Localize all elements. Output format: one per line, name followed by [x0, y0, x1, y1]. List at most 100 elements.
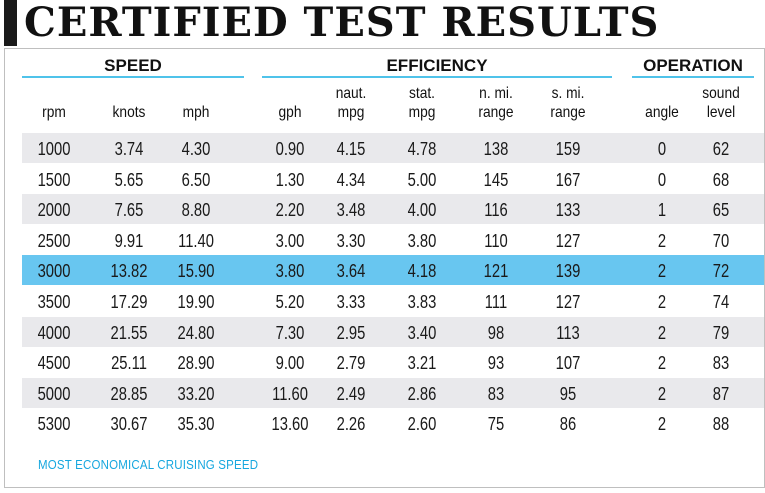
cell-mph: 28.90	[177, 353, 215, 374]
column-header-rpm: rpm	[24, 103, 84, 122]
title-accent-bar	[4, 0, 17, 46]
cell-rpm: 1000	[37, 139, 71, 159]
cell-stat-mpg: 3.83	[407, 292, 437, 312]
column-header-line: gph	[278, 104, 302, 121]
cell-mph: 11.40	[178, 230, 214, 251]
column-header-line: range	[478, 104, 514, 121]
cell-knots: 21.55	[110, 322, 148, 343]
page-title: CERTIFIED TEST RESULTS	[24, 0, 660, 46]
column-header-knots: knots	[99, 103, 159, 122]
cell-n-mi-range: 116	[484, 200, 508, 221]
cell-knots: 7.65	[114, 200, 144, 221]
cell-angle: 2	[657, 261, 667, 282]
column-header-line: knots	[112, 104, 146, 121]
cell-naut-mpg: 2.79	[336, 353, 366, 374]
column-header-angle: angle	[632, 103, 692, 122]
cell-angle: 0	[657, 139, 667, 159]
column-header-line: mph	[182, 104, 210, 121]
cell-stat-mpg: 3.21	[407, 353, 437, 374]
cell-gph: 9.00	[275, 353, 305, 374]
cell-rpm: 4000	[37, 322, 71, 343]
cell-sound-level: 68	[712, 169, 730, 190]
cell-s-mi-range: 113	[556, 322, 580, 343]
cell-rpm: 5000	[37, 383, 71, 404]
cell-stat-mpg: 2.86	[407, 383, 437, 404]
table-row: 5300 30.67 35.30 13.60 2.26 2.60 75 86 2 88	[22, 408, 764, 438]
column-header-line: range	[550, 104, 586, 121]
cell-gph: 0.90	[275, 139, 305, 159]
cell-n-mi-range: 75	[487, 414, 505, 435]
cell-stat-mpg: 3.40	[407, 322, 437, 343]
cell-n-mi-range: 111	[484, 292, 508, 312]
group-header-efficiency: EFFICIENCY	[262, 56, 612, 78]
cell-angle: 2	[657, 230, 667, 251]
footnote: MOST ECONOMICAL CRUISING SPEED	[38, 458, 259, 472]
cell-s-mi-range: 139	[555, 261, 581, 282]
cell-mph: 6.50	[181, 169, 211, 190]
table-row: 4500 25.11 28.90 9.00 2.79 3.21 93 107 2 83	[22, 347, 764, 377]
cell-knots: 3.74	[114, 139, 144, 159]
cell-s-mi-range: 127	[555, 230, 581, 251]
column-header-line: stat.	[408, 85, 435, 102]
table-row-highlighted: 3000 13.82 15.90 3.80 3.64 4.18 121 139 2 72	[22, 255, 764, 286]
cell-s-mi-range: 167	[555, 169, 581, 190]
column-header-line: angle	[645, 104, 679, 121]
cell-n-mi-range: 83	[487, 383, 505, 404]
cell-rpm: 5300	[37, 414, 71, 435]
cell-sound-level: 83	[712, 353, 730, 374]
column-header-line: naut.	[335, 85, 367, 102]
cell-angle: 2	[657, 353, 667, 374]
column-header-naut-mpg: naut. mpg	[321, 84, 381, 122]
cell-stat-mpg: 4.78	[407, 139, 437, 159]
cell-knots: 13.82	[110, 261, 148, 282]
cell-naut-mpg: 2.49	[336, 383, 366, 404]
cell-n-mi-range: 98	[487, 322, 505, 343]
cell-angle: 2	[657, 292, 667, 312]
cell-mph: 4.30	[181, 139, 211, 159]
column-header-mph: mph	[166, 103, 226, 122]
group-label-operation: OPERATION	[643, 56, 743, 75]
cell-s-mi-range: 86	[559, 414, 577, 435]
column-header-line: n. mi.	[479, 85, 513, 102]
cell-mph: 19.90	[177, 292, 215, 312]
cell-n-mi-range: 110	[484, 230, 508, 251]
cell-knots: 30.67	[110, 414, 148, 435]
cell-stat-mpg: 3.80	[407, 230, 437, 251]
cell-gph: 7.30	[275, 322, 305, 343]
cell-angle: 0	[657, 169, 667, 190]
cell-rpm: 1500	[37, 169, 71, 190]
column-header-gph: gph	[260, 103, 320, 122]
cell-naut-mpg: 4.34	[336, 169, 366, 190]
cell-naut-mpg: 3.33	[336, 292, 366, 312]
cell-knots: 17.29	[110, 292, 148, 312]
table-row: 2000 7.65 8.80 2.20 3.48 4.00 116 133 1 65	[22, 194, 764, 225]
cell-rpm: 3000	[37, 261, 71, 282]
column-header-stat-mpg: stat. mpg	[392, 84, 452, 122]
cell-s-mi-range: 95	[559, 383, 577, 404]
cell-gph: 2.20	[275, 200, 305, 221]
cell-n-mi-range: 121	[483, 261, 509, 282]
column-header-line: s. mi.	[551, 85, 585, 102]
cell-s-mi-range: 133	[555, 200, 581, 221]
column-header-line: level	[706, 104, 736, 121]
table-row: 4000 21.55 24.80 7.30 2.95 3.40 98 113 2 79	[22, 316, 764, 347]
cell-knots: 28.85	[110, 383, 148, 404]
table-row: 5000 28.85 33.20 11.60 2.49 2.86 83 95 2 87	[22, 377, 764, 408]
group-header-speed: SPEED	[22, 56, 244, 78]
cell-stat-mpg: 4.00	[407, 200, 437, 221]
cell-naut-mpg: 2.95	[336, 322, 366, 343]
cell-gph: 11.60	[272, 383, 308, 404]
group-rule-speed	[22, 76, 244, 78]
cell-knots: 5.65	[114, 169, 144, 190]
cell-gph: 5.20	[275, 292, 305, 312]
cell-mph: 33.20	[177, 383, 215, 404]
cell-s-mi-range: 127	[555, 292, 581, 312]
group-label-efficiency: EFFICIENCY	[386, 56, 488, 75]
cell-knots: 9.91	[114, 230, 144, 251]
cell-sound-level: 62	[712, 139, 730, 159]
cell-mph: 8.80	[181, 200, 211, 221]
cell-n-mi-range: 138	[483, 139, 509, 159]
cell-angle: 2	[657, 322, 667, 343]
group-rule-efficiency	[262, 76, 612, 78]
column-header-line: mpg	[337, 104, 365, 121]
